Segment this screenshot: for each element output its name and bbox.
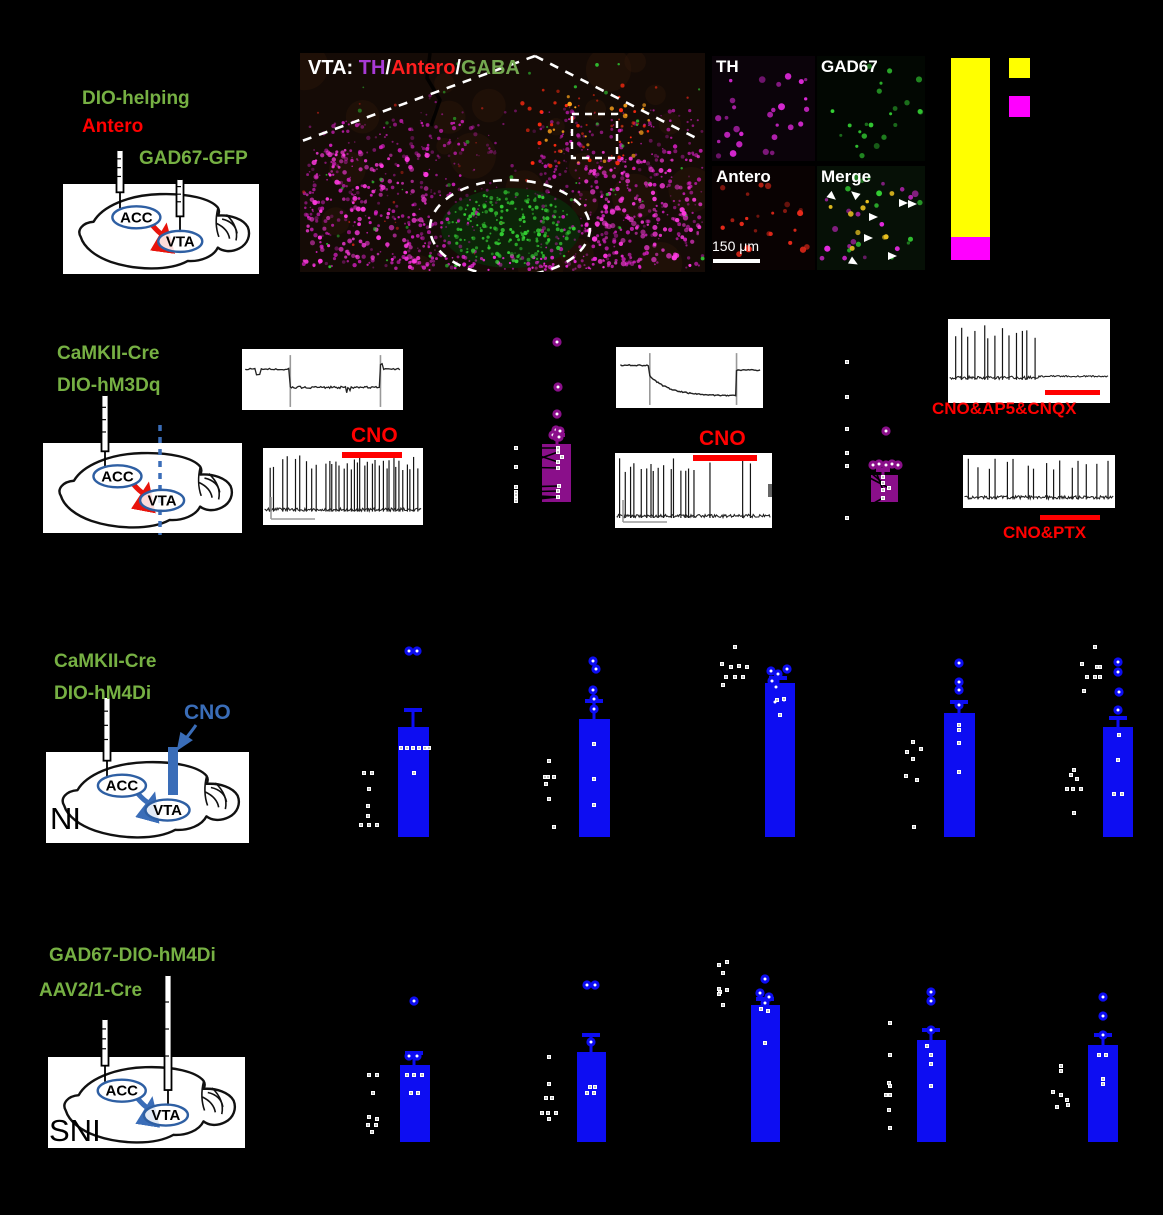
paired-scatter-bar-chart-b1 bbox=[514, 337, 571, 503]
label-camkii-cre-c: CaMKII-Cre bbox=[54, 651, 157, 672]
acc-label: ACC bbox=[105, 1083, 138, 1100]
vta-ellipse bbox=[157, 229, 204, 254]
label-camkii-cre-b: CaMKII-Cre bbox=[57, 343, 160, 364]
micrograph-title-part: / bbox=[385, 57, 391, 79]
scatter-bar-chart-d5 bbox=[1051, 992, 1118, 1142]
micrograph-title: VTA: TH/Antero/GABA bbox=[308, 57, 520, 80]
drug-application-bar bbox=[342, 452, 402, 458]
ephys-trace-spk-down bbox=[615, 453, 772, 528]
scatter-bar-chart-c5 bbox=[1065, 645, 1133, 837]
syringe-icon bbox=[100, 388, 110, 468]
acc-label: ACC bbox=[120, 209, 153, 226]
scatter-bar-chart-d4 bbox=[884, 987, 946, 1142]
syringe-icon bbox=[115, 143, 125, 209]
brain-outline bbox=[79, 194, 249, 268]
scale-tick bbox=[768, 484, 772, 497]
legend-swatch bbox=[1009, 58, 1030, 78]
projection-arrow bbox=[135, 1096, 161, 1128]
scale-bar-label: 150 μm bbox=[712, 238, 759, 254]
ephys-trace-spk-up bbox=[263, 448, 423, 525]
scatter-bar-chart-d3 bbox=[717, 960, 780, 1142]
projection-arrow bbox=[150, 222, 175, 254]
scatter-bar-chart-c1 bbox=[359, 646, 431, 837]
acc-label: ACC bbox=[101, 468, 134, 485]
scatter-bar-chart-d2 bbox=[540, 980, 606, 1142]
label-cno-ap5-cnqx: CNO&AP5&CNQX bbox=[932, 399, 1077, 418]
micrograph-title-part: Antero bbox=[390, 57, 456, 79]
micrograph-title-part: TH bbox=[358, 57, 386, 79]
label-dio-helping: DIO-helping bbox=[82, 88, 190, 109]
drug-application-bar bbox=[1045, 390, 1100, 395]
subpanel-label-merge: Merge bbox=[821, 167, 872, 186]
label-gad67-gfp: GAD67-GFP bbox=[139, 148, 248, 169]
acc-ellipse bbox=[92, 464, 143, 489]
label-cno-2: CNO bbox=[699, 427, 746, 450]
vta-ellipse bbox=[144, 798, 191, 822]
scatter-bar-chart-c3 bbox=[720, 645, 795, 837]
label-dio-hm4di: DIO-hM4Di bbox=[54, 683, 152, 704]
label-sni: SNI bbox=[49, 1113, 101, 1148]
subpanel-label-antero: Antero bbox=[716, 167, 771, 186]
ephys-trace-vstep bbox=[242, 349, 403, 410]
drug-application-bar bbox=[693, 455, 757, 461]
stacked-proportion-bar bbox=[951, 58, 1030, 260]
micrograph-title-part: VTA: bbox=[308, 57, 359, 79]
drug-application-bar bbox=[1040, 515, 1100, 520]
syringe-icon bbox=[163, 968, 173, 1107]
cno-arrow bbox=[176, 724, 198, 751]
ephys-trace-spk-ptx bbox=[963, 455, 1115, 508]
micrograph-title-part: GABA bbox=[460, 57, 520, 79]
brain-outline bbox=[60, 453, 232, 527]
label-ni: NI bbox=[50, 801, 81, 836]
scatter-bar-chart-c2 bbox=[543, 656, 610, 837]
subpanel-label-th: TH bbox=[716, 57, 739, 76]
label-aav21-cre: AAV2/1-Cre bbox=[39, 980, 143, 1001]
label-cno-1: CNO bbox=[351, 424, 398, 447]
ephys-trace-spk-cnqx bbox=[948, 319, 1110, 403]
brain-diagram-b: ACC VTA bbox=[43, 388, 242, 535]
vta-label: VTA bbox=[148, 492, 177, 509]
label-cno-blue: CNO bbox=[184, 701, 231, 724]
syringe-icon bbox=[102, 698, 112, 777]
acc-ellipse bbox=[96, 1078, 147, 1103]
subpanel-label-gad67: GAD67 bbox=[821, 57, 878, 76]
scale-bar bbox=[713, 259, 760, 263]
projection-arrow bbox=[135, 791, 160, 824]
acc-label: ACC bbox=[106, 778, 139, 795]
merge-arrowheads bbox=[826, 190, 917, 265]
syringe-icon bbox=[175, 172, 185, 233]
label-gad67-dio-hm4di: GAD67-DIO-hM4Di bbox=[49, 945, 216, 966]
micrograph-title-part: / bbox=[455, 57, 461, 79]
acc-ellipse bbox=[111, 205, 162, 230]
scatter-bar-chart-d1 bbox=[366, 996, 430, 1142]
ephys-trace-decay bbox=[616, 347, 763, 408]
vta-ellipse bbox=[138, 488, 186, 513]
label-cno-ptx: CNO&PTX bbox=[1003, 523, 1087, 542]
label-dio-hm3dq: DIO-hM3Dq bbox=[57, 375, 161, 396]
acc-ellipse bbox=[96, 773, 148, 798]
syringe-icon bbox=[100, 1012, 110, 1082]
vta-label: VTA bbox=[166, 233, 195, 250]
brain-box bbox=[63, 184, 259, 274]
cannula bbox=[168, 747, 178, 795]
vta-label: VTA bbox=[151, 1107, 180, 1124]
vta-label: VTA bbox=[153, 802, 182, 819]
paired-scatter-bar-chart-b2 bbox=[845, 360, 903, 520]
projection-arrow bbox=[131, 481, 156, 514]
legend-swatch bbox=[1009, 96, 1030, 117]
label-antero: Antero bbox=[82, 116, 144, 137]
vta-ellipse bbox=[142, 1103, 190, 1127]
scatter-bar-chart-c4 bbox=[904, 658, 975, 837]
brain-outline bbox=[63, 762, 239, 837]
brain-box bbox=[43, 443, 242, 533]
